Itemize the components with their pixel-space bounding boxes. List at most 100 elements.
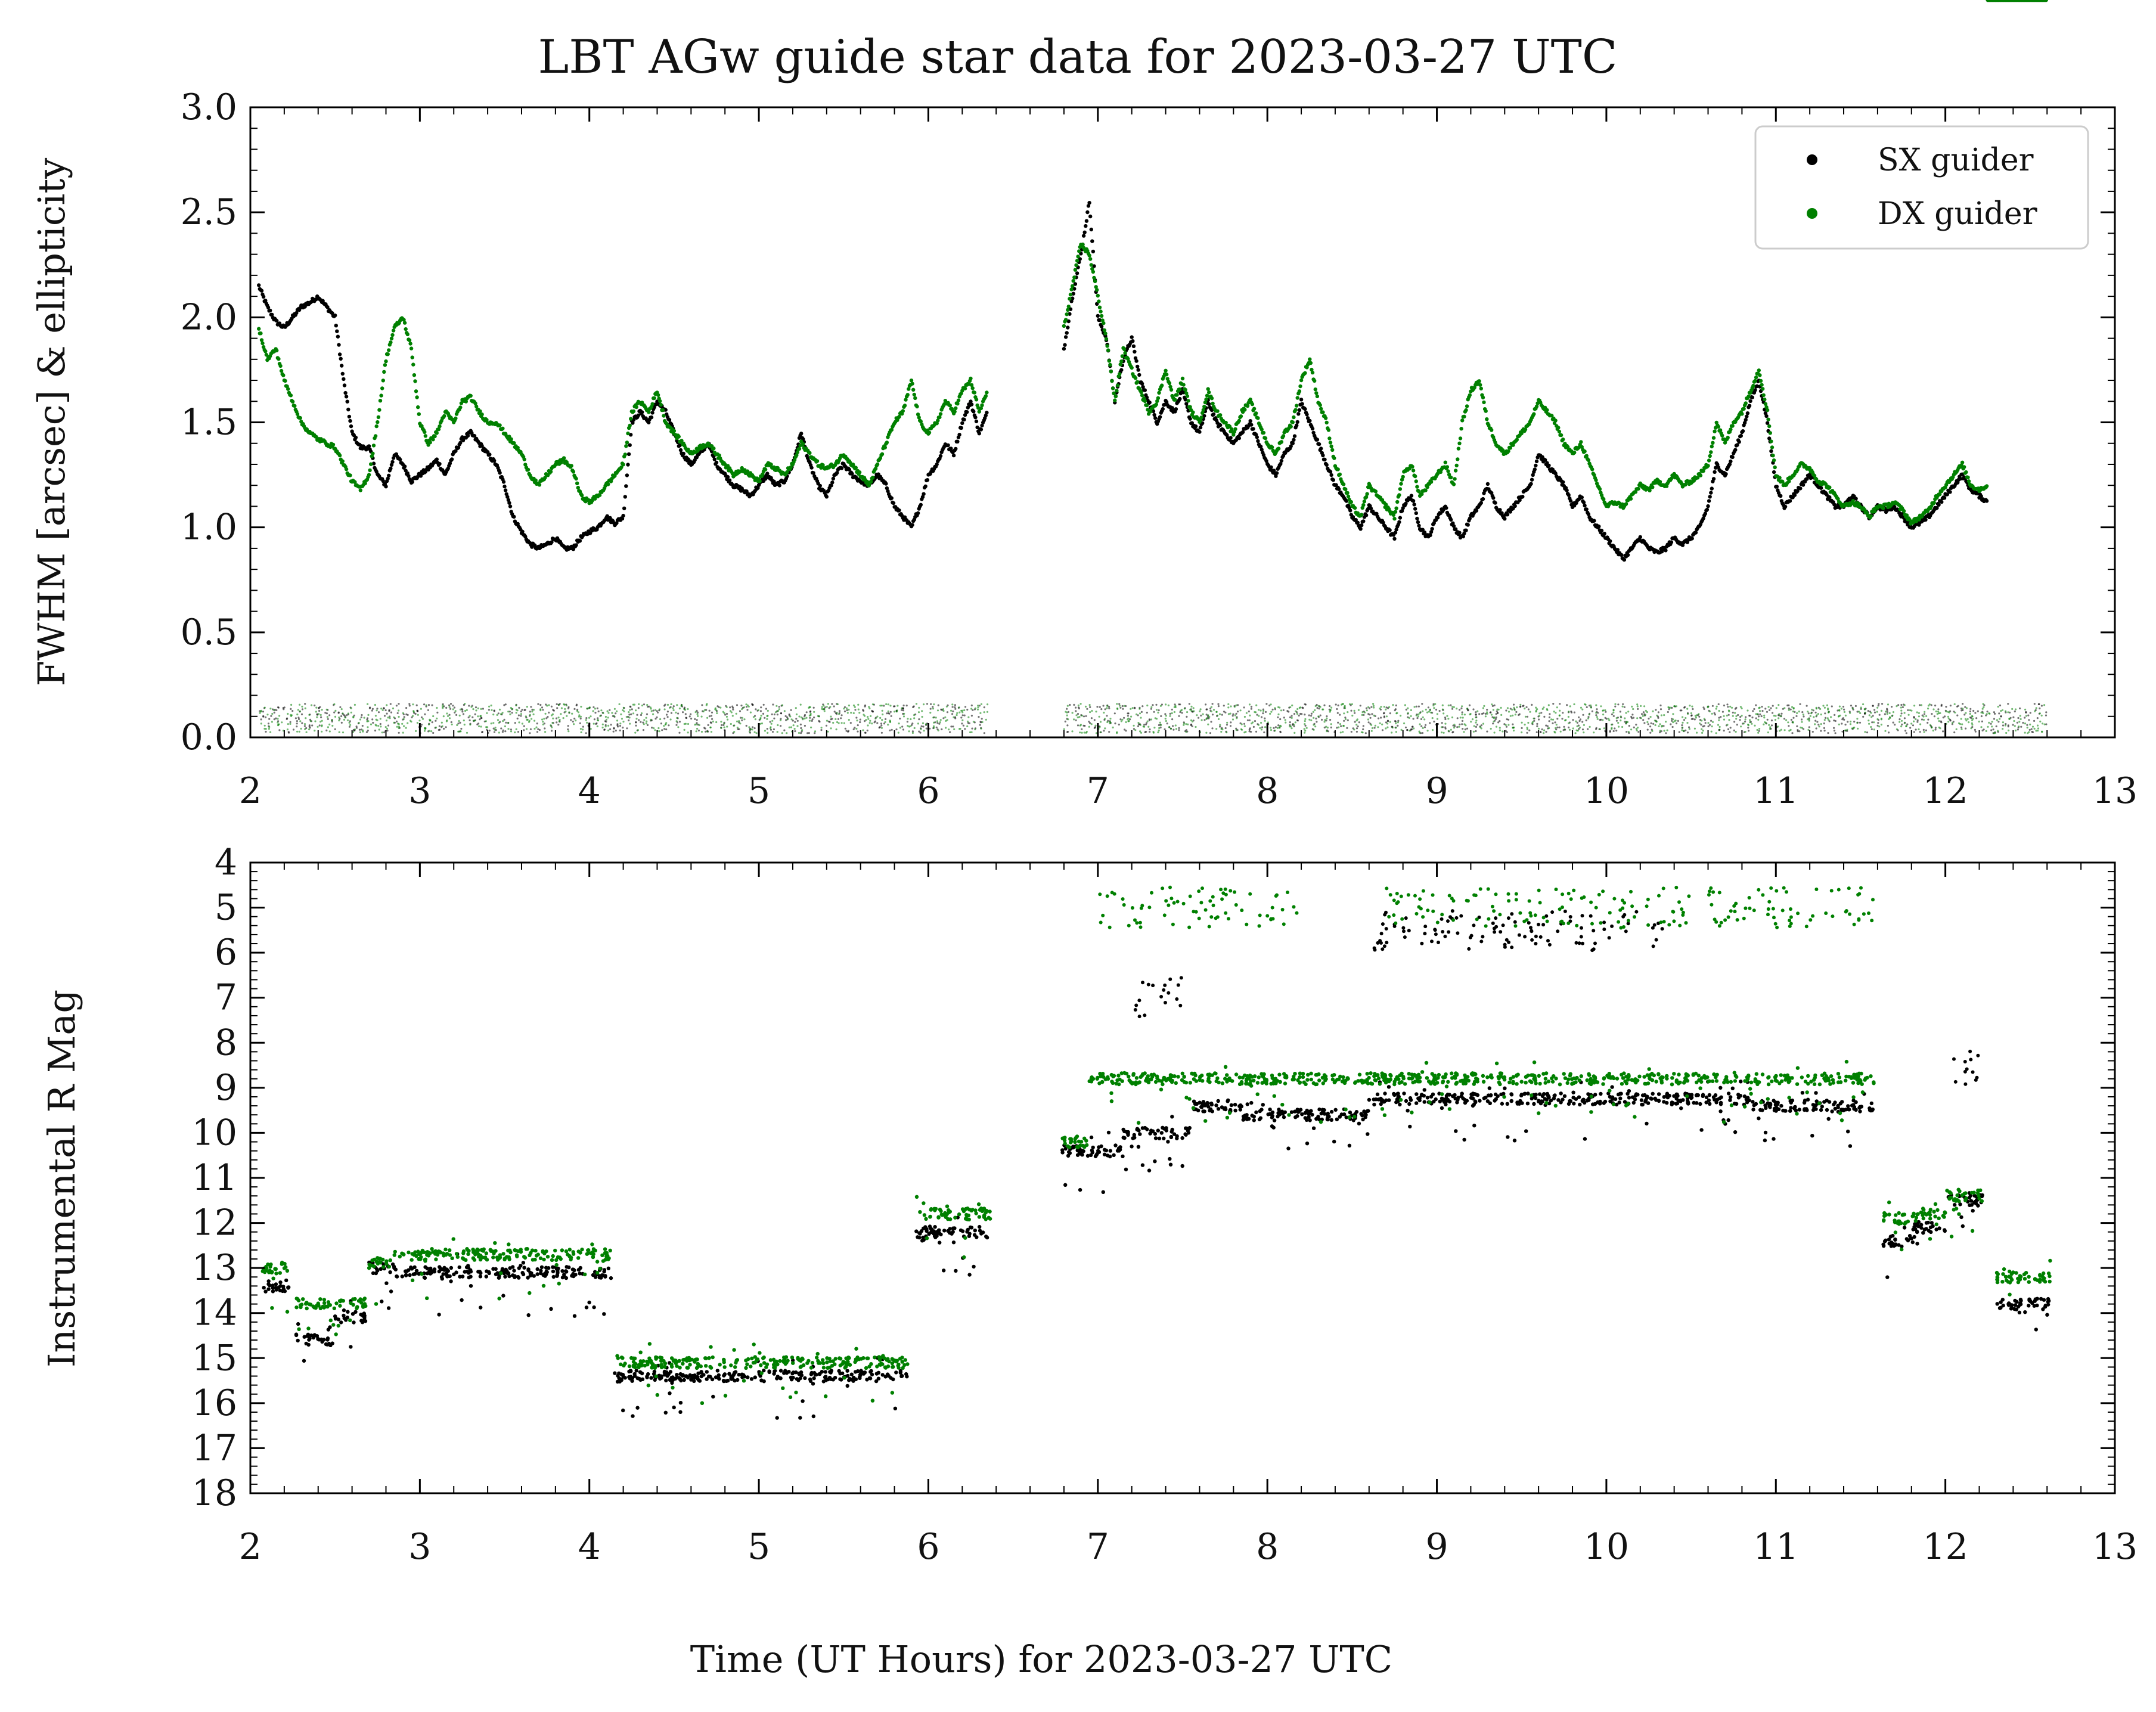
fwhm-sx-ellipticity-point <box>932 706 934 708</box>
fwhm-dx-point <box>409 346 414 351</box>
fwhm-sx-ellipticity-point <box>593 718 596 721</box>
fwhm-sx-ellipticity-point <box>2020 725 2022 728</box>
fwhm-sx-point <box>1602 532 1606 536</box>
fwhm-sx-ellipticity-point <box>1681 724 1683 727</box>
fwhm-sx-ellipticity-point <box>1505 709 1507 712</box>
fwhm-sx-ellipticity-point <box>556 721 558 724</box>
fwhm-sx-ellipticity-point <box>1265 703 1268 705</box>
fwhm-sx-ellipticity-point <box>1755 704 1757 706</box>
fwhm-sx-point <box>1388 528 1392 532</box>
fwhm-sx-ellipticity-point <box>1727 728 1730 730</box>
fwhm-sx-ellipticity-point <box>449 703 452 705</box>
fwhm-sx-ellipticity-point <box>1316 721 1318 723</box>
fwhm-sx-point <box>1737 440 1741 444</box>
fwhm-sx-point <box>1089 227 1094 232</box>
fwhm-sx-ellipticity-point <box>529 728 532 730</box>
fwhm-sx-point <box>1198 426 1203 430</box>
fwhm-sx-ellipticity-point <box>1972 709 1975 712</box>
fwhm-sx-ellipticity-point <box>1842 705 1845 708</box>
fwhm-sx-ellipticity-point <box>1367 721 1370 724</box>
fwhm-dx-point <box>371 451 375 455</box>
fwhm-sx-point <box>1730 455 1735 460</box>
fwhm-sx-ellipticity-point <box>628 714 631 716</box>
fwhm-sx-ellipticity-point <box>386 712 388 715</box>
fwhm-sx-ellipticity-point <box>708 715 711 718</box>
fwhm-sx-ellipticity-point <box>529 732 531 734</box>
fwhm-sx-ellipticity-point <box>690 717 693 720</box>
fwhm-sx-ellipticity-point <box>1642 719 1645 721</box>
fwhm-sx-ellipticity-point <box>1999 704 2002 706</box>
fwhm-dx-point <box>1256 416 1260 420</box>
fwhm-sx-point <box>333 313 337 318</box>
fwhm-dx-point <box>1326 428 1331 432</box>
fwhm-dx-point <box>1105 344 1109 348</box>
fwhm-sx-ellipticity-point <box>488 709 491 711</box>
fwhm-sx-point <box>1748 399 1752 403</box>
fwhm-sx-ellipticity-point <box>1527 708 1530 711</box>
fwhm-sx-ellipticity-point <box>453 706 456 709</box>
fwhm-sx-ellipticity-point <box>1670 723 1672 725</box>
fwhm-sx-ellipticity-point <box>1125 730 1127 732</box>
fwhm-sx-ellipticity-point <box>1141 705 1144 708</box>
fwhm-sx-ellipticity-point <box>511 712 513 714</box>
fwhm-dx-point <box>650 402 654 406</box>
fwhm-sx-ellipticity-point <box>278 729 281 731</box>
fwhm-sx-ellipticity-point <box>1867 710 1869 712</box>
fwhm-sx-ellipticity-point <box>337 712 340 714</box>
fwhm-sx-ellipticity-point <box>1566 704 1568 706</box>
fwhm-dx-point <box>1352 505 1357 510</box>
fwhm-sx-ellipticity-point <box>523 709 526 711</box>
fwhm-sx-ellipticity-point <box>1878 703 1880 705</box>
fwhm-sx-point <box>1337 487 1341 491</box>
fwhm-sx-ellipticity-point <box>642 729 645 731</box>
fwhm-sx-point <box>1158 415 1162 419</box>
fwhm-sx-ellipticity-point <box>1916 719 1919 721</box>
fwhm-sx-point <box>342 383 347 387</box>
fwhm-sx-point <box>980 423 984 428</box>
fwhm-sx-ellipticity-point <box>1953 731 1956 734</box>
fwhm-sx-ellipticity-point <box>270 715 272 717</box>
fwhm-sx-ellipticity-point <box>703 727 706 729</box>
fwhm-dx-point <box>1308 361 1313 365</box>
fwhm-dx-point <box>1072 275 1077 280</box>
fwhm-dx-point <box>910 382 914 386</box>
fwhm-sx-ellipticity-point <box>978 705 981 707</box>
fwhm-sx-ellipticity-point <box>1146 711 1148 714</box>
fwhm-sx-ellipticity-point <box>1279 718 1282 721</box>
fwhm-sx-ellipticity-point <box>846 709 848 712</box>
fwhm-sx-ellipticity-point <box>1877 722 1879 724</box>
fwhm-sx-ellipticity-point <box>1118 703 1121 705</box>
fwhm-sx-ellipticity-point <box>518 706 520 709</box>
fwhm-sx-point <box>1164 400 1169 404</box>
fwhm-sx-point <box>889 496 894 500</box>
fwhm-sx-point <box>1798 486 1803 491</box>
fwhm-sx-point <box>340 371 345 376</box>
fwhm-sx-ellipticity-point <box>809 717 811 719</box>
fwhm-dx-point <box>1446 469 1450 473</box>
fwhm-sx-ellipticity-point <box>1683 719 1686 721</box>
fwhm-sx-ellipticity-point <box>1113 712 1116 715</box>
fwhm-sx-point <box>449 457 454 461</box>
fwhm-sx-point <box>1119 368 1124 372</box>
fwhm-sx-ellipticity-point <box>638 719 640 721</box>
fwhm-sx-ellipticity-point <box>1807 712 1810 715</box>
fwhm-sx-ellipticity-point <box>1900 703 1903 706</box>
fwhm-sx-ellipticity-point <box>778 706 780 708</box>
fwhm-sx-ellipticity-point <box>510 728 513 731</box>
fwhm-sx-ellipticity-point <box>1232 713 1234 715</box>
fwhm-sx-point <box>348 418 352 423</box>
fwhm-sx-ellipticity-point <box>1615 730 1618 732</box>
fwhm-dx-point <box>1583 449 1587 454</box>
fwhm-sx-point <box>985 410 989 415</box>
fwhm-dx-point <box>1314 391 1319 395</box>
fwhm-sx-ellipticity-point <box>1205 714 1208 716</box>
fwhm-sx-ellipticity-point <box>646 724 649 726</box>
fwhm-sx-ellipticity-point <box>1412 718 1414 720</box>
fwhm-sx-point <box>1481 497 1485 501</box>
fwhm-sx-ellipticity-point <box>840 714 843 717</box>
fwhm-dx-point <box>407 338 412 342</box>
fwhm-dx-point <box>1479 386 1483 390</box>
fwhm-sx-ellipticity-point <box>806 732 809 734</box>
fwhm-sx-point <box>1529 482 1533 486</box>
fwhm-sx-ellipticity-point <box>1415 705 1417 708</box>
